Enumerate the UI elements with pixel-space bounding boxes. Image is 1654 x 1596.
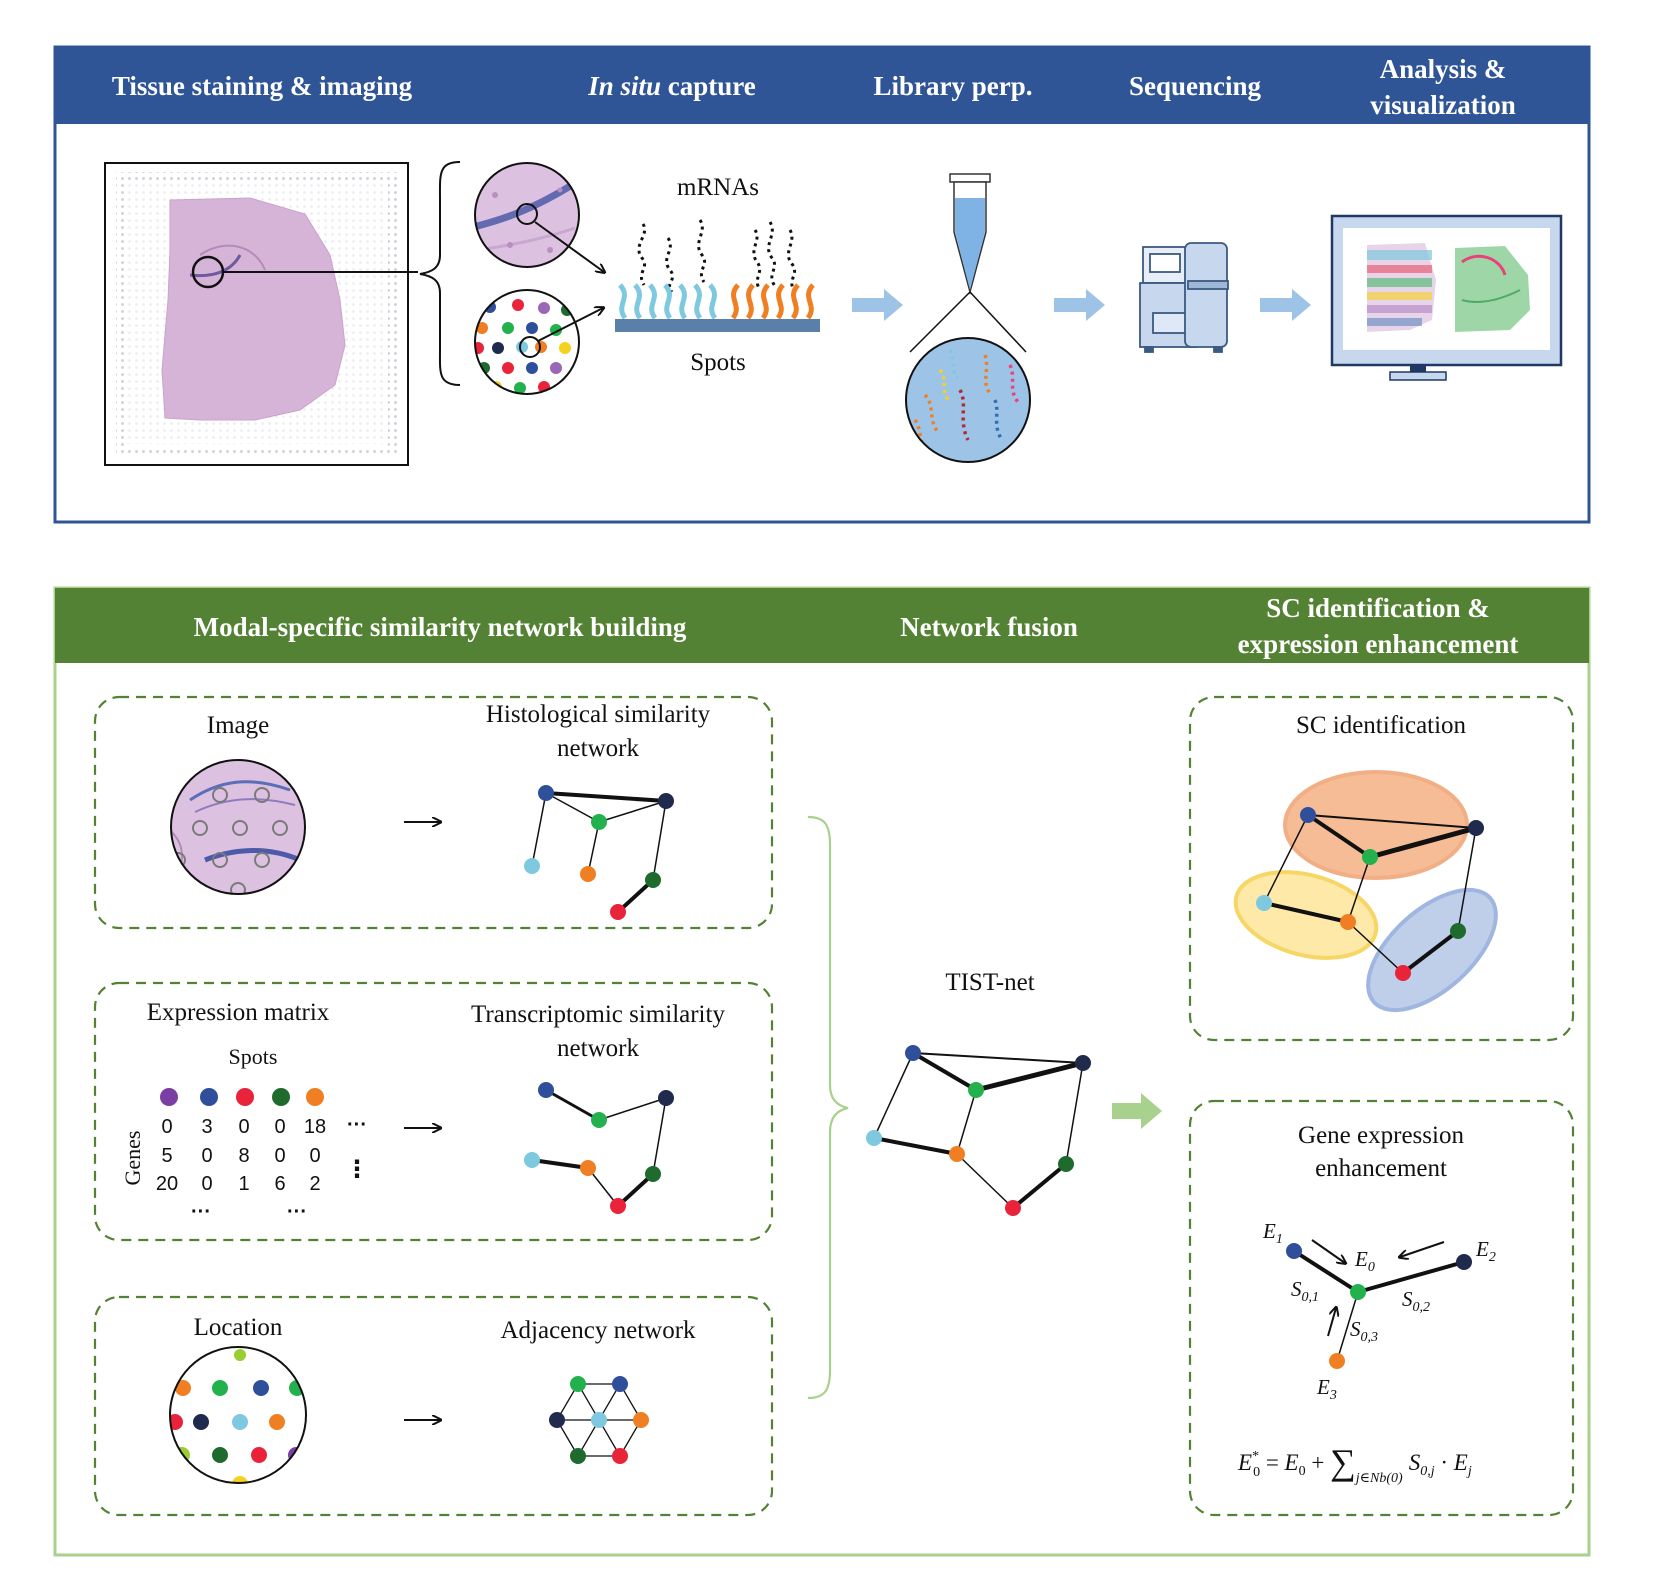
adjacency-network: [549, 1376, 649, 1464]
sequencer-icon: [1139, 242, 1229, 353]
flow-arrow-2: [1054, 289, 1105, 321]
bottom-panel: Modal-specific similarity network buildi…: [53, 586, 1591, 1557]
matrix-ellipsis: ···: [347, 1114, 367, 1136]
magnified-tissue: [474, 162, 604, 272]
location-label: Location: [194, 1314, 283, 1341]
image-label: Image: [207, 712, 269, 739]
fusion-green-arrow: [1112, 1093, 1162, 1129]
matrix-cell: 8: [238, 1145, 249, 1167]
capture-array: mRNAs Spots: [615, 174, 820, 376]
tissue-slide-image: [104, 162, 418, 466]
top-header-bar: [55, 47, 1589, 124]
label-s01: S0,1: [1291, 1277, 1319, 1305]
sc-identification-label: SC identification: [1296, 712, 1467, 739]
matrix-cell: 18: [304, 1116, 326, 1138]
adjacency-label: Adjacency network: [500, 1317, 696, 1344]
flow-arrow-1: [852, 289, 903, 321]
fusion-brace: [807, 815, 849, 1400]
label-e3: E3: [1316, 1375, 1337, 1403]
header-sequencing: Sequencing: [1129, 71, 1262, 101]
matrix-ellipsis: ···: [191, 1201, 211, 1223]
gene-expression-label-line1: Gene expression: [1298, 1122, 1464, 1149]
matrix-cell: 0: [274, 1116, 285, 1138]
matrix-cell: 3: [201, 1116, 212, 1138]
matrix-cell: 20: [156, 1173, 178, 1195]
matrix-cell: 0: [274, 1145, 285, 1167]
gene-expression-box: Gene expression enhancement E1 E0 E2 E3 …: [1188, 1099, 1575, 1517]
magnified-spots: [474, 289, 603, 395]
header-sc-line2: expression enhancement: [1238, 629, 1519, 659]
expression-matrix-label: Expression matrix: [147, 999, 330, 1026]
tist-network: [866, 1045, 1091, 1216]
expression-box: Expression matrix Spots Genes 0 3 0 0 18…: [93, 981, 774, 1242]
matrix-cell: 0: [201, 1173, 212, 1195]
spots-label: Spots: [690, 349, 746, 376]
transcriptomic-label-line1: Transcriptomic similarity: [471, 1001, 725, 1028]
matrix-ellipsis: ⋮: [345, 1156, 369, 1183]
label-s03: S0,3: [1350, 1317, 1378, 1345]
matrix-cell: 0: [238, 1116, 249, 1138]
flow-arrow-3: [1260, 289, 1311, 321]
header-library: Library perp.: [874, 71, 1033, 101]
enhancement-network: [1286, 1239, 1472, 1369]
header-analysis-line1: Analysis &: [1380, 54, 1507, 84]
tist-net-label: TIST-net: [945, 969, 1034, 996]
enhancement-formula: E* 0 = E0 + ∑j∈Nb(0)S0,j · Ej: [1237, 1442, 1472, 1486]
matrix-cell: 1: [238, 1173, 249, 1195]
label-e2: E2: [1475, 1237, 1496, 1265]
histological-network: [524, 785, 674, 920]
sc-network: [1256, 807, 1484, 981]
top-panel: Tissue staining & imaging In situ captur…: [53, 45, 1591, 524]
histological-label-line2: network: [557, 735, 639, 762]
header-tissue: Tissue staining & imaging: [112, 71, 413, 101]
gene-expression-label-line2: enhancement: [1315, 1155, 1447, 1182]
cluster-orange: [1283, 770, 1469, 880]
matrix-cell: 0: [309, 1145, 320, 1167]
label-e1: E1: [1262, 1219, 1283, 1247]
matrix-values: 0 3 0 0 18 5 0 8 0 0 20 0 1 6 2 ··· ⋮ ··…: [156, 1114, 369, 1223]
histological-label-line1: Histological similarity: [486, 701, 711, 728]
matrix-cell: 0: [201, 1145, 212, 1167]
matrix-ellipsis: ···: [287, 1201, 307, 1223]
cluster-yellow: [1233, 870, 1379, 960]
tissue-section: [161, 197, 346, 421]
matrix-spots-label: Spots: [229, 1044, 278, 1069]
bottom-header-bar: [55, 588, 1589, 663]
header-capture: In situ capture: [587, 71, 756, 101]
transcriptomic-network: [524, 1082, 674, 1214]
label-s02: S0,2: [1402, 1287, 1430, 1315]
header-analysis-line2: visualization: [1370, 90, 1516, 120]
sc-identification-box: SC identification: [1188, 695, 1575, 1042]
matrix-cell: 2: [309, 1173, 320, 1195]
header-modal: Modal-specific similarity network buildi…: [194, 612, 687, 642]
transcriptomic-label-line2: network: [557, 1035, 639, 1062]
spots-slide: [615, 319, 820, 332]
matrix-cell: 0: [161, 1116, 172, 1138]
matrix-spot-dots: [160, 1088, 324, 1106]
brace: [419, 161, 461, 386]
matrix-cell: 6: [274, 1173, 285, 1195]
analysis-monitor-icon: [1330, 214, 1563, 381]
library-tube-icon: [905, 173, 1031, 463]
label-e0: E0: [1354, 1247, 1375, 1275]
header-fusion: Network fusion: [900, 612, 1078, 642]
matrix-genes-label: Genes: [120, 1131, 145, 1186]
image-box: Image Histological similarity network: [93, 695, 774, 930]
mrnas-label: mRNAs: [677, 174, 759, 201]
matrix-cell: 5: [161, 1145, 172, 1167]
location-box: Location Adjacency network: [93, 1295, 774, 1517]
header-sc-line1: SC identification &: [1266, 593, 1490, 623]
